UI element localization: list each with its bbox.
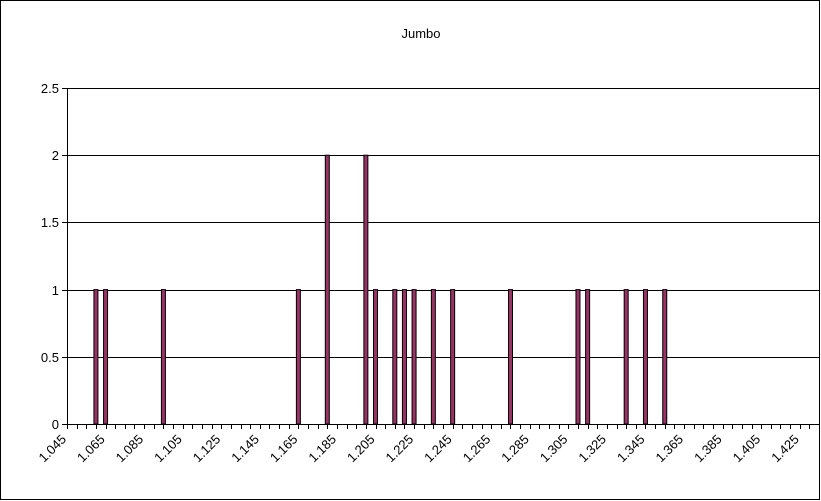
bar xyxy=(373,289,379,425)
x-tick-label: 1.205 xyxy=(344,432,378,466)
bar xyxy=(642,289,648,425)
bar xyxy=(324,154,330,425)
x-tick-label: 1.065 xyxy=(74,432,108,466)
x-tick-label: 1.325 xyxy=(575,432,609,466)
x-tick-label: 1.085 xyxy=(113,432,147,466)
bar xyxy=(450,289,456,425)
y-tick-labels: 0 0.5 1 1.5 2 2.5 xyxy=(41,81,59,432)
x-tick-label: 1.285 xyxy=(498,432,532,466)
chart-title: Jumbo xyxy=(401,26,440,41)
x-tick-labels: 1.045 1.065 1.085 1.105 1.125 1.145 1.165 1.185… xyxy=(36,432,802,466)
bars xyxy=(93,154,668,425)
x-tick-label: 1.305 xyxy=(537,432,571,466)
bar xyxy=(295,289,301,425)
bar xyxy=(623,289,629,425)
axes xyxy=(62,88,820,429)
bar xyxy=(401,289,407,425)
bar xyxy=(507,289,513,425)
x-tick-label: 1.425 xyxy=(768,432,802,466)
bar xyxy=(662,289,668,425)
bar xyxy=(430,289,436,425)
x-tick-label: 1.125 xyxy=(190,432,224,466)
x-tick-label: 1.045 xyxy=(36,432,70,466)
bar xyxy=(93,289,99,425)
y-tick-label: 0 xyxy=(52,417,59,432)
x-tick-label: 1.385 xyxy=(691,432,725,466)
bar xyxy=(411,289,417,425)
y-tick-label: 2.5 xyxy=(41,81,59,96)
bar xyxy=(575,289,581,425)
y-tick-label: 0.5 xyxy=(41,350,59,365)
bar xyxy=(392,289,398,425)
x-tick-label: 1.225 xyxy=(383,432,417,466)
y-tick-label: 1.5 xyxy=(41,215,59,230)
y-tick-label: 1 xyxy=(52,283,59,298)
bar xyxy=(103,289,109,425)
x-tick-label: 1.185 xyxy=(305,432,339,466)
bar xyxy=(160,289,166,425)
x-tick-label: 1.265 xyxy=(460,432,494,466)
y-tick-label: 2 xyxy=(52,148,59,163)
bar xyxy=(363,154,369,425)
x-tick-label: 1.245 xyxy=(421,432,455,466)
x-tick-label: 1.345 xyxy=(614,432,648,466)
x-tick-label: 1.365 xyxy=(653,432,687,466)
x-tick-label: 1.405 xyxy=(730,432,764,466)
grid-lines xyxy=(67,88,819,358)
x-tick-label: 1.105 xyxy=(151,432,185,466)
x-tick-label: 1.145 xyxy=(228,432,262,466)
x-tick-label: 1.165 xyxy=(267,432,301,466)
bar xyxy=(585,289,591,425)
